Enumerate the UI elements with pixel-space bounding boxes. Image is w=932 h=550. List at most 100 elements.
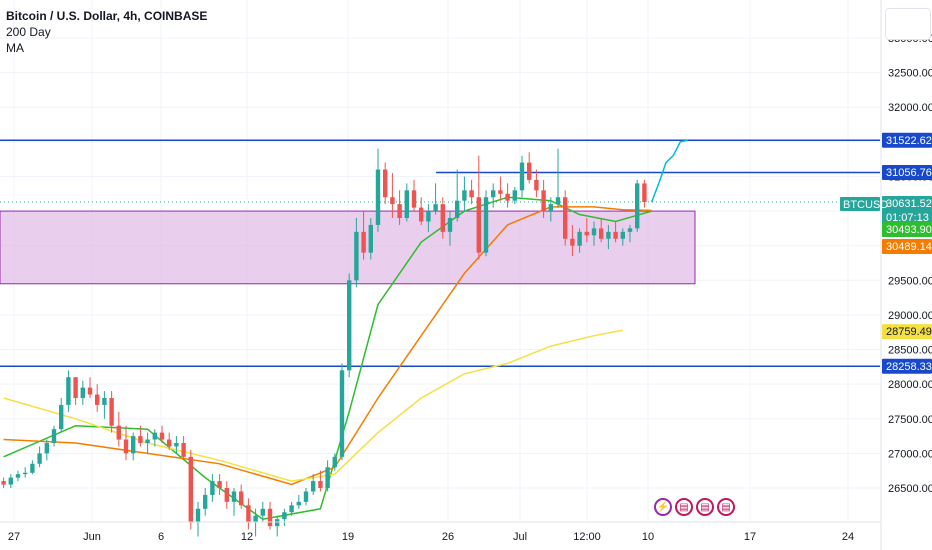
candle-body [282, 512, 287, 520]
candle-body [426, 211, 431, 222]
x-tick-label: 27 [8, 531, 20, 543]
support-zone [0, 210, 696, 285]
candle-body [8, 477, 13, 485]
price-label-tag [882, 358, 932, 374]
candle-body [311, 481, 316, 492]
price-label-text: 30631.52 [886, 198, 932, 210]
candle-body [138, 436, 143, 443]
candle-body [87, 387, 93, 395]
candle-body [563, 197, 568, 239]
x-tick-label: 12:00 [573, 531, 601, 543]
candle-body [1, 481, 6, 485]
moving-average-line [3, 206, 652, 486]
candle-body [73, 377, 78, 398]
candle-body [555, 197, 561, 205]
x-tick-label: 19 [342, 531, 354, 543]
indicator-label-line1[interactable]: 200 Day [6, 25, 51, 39]
candle-body [455, 200, 460, 218]
candle-body [498, 190, 503, 194]
candle-body [354, 231, 359, 281]
candle-body [577, 231, 582, 246]
price-scale-widget[interactable] [885, 8, 931, 40]
candle-body [397, 204, 402, 218]
candle-body [37, 453, 42, 464]
candle-body [433, 204, 438, 212]
candle-body [181, 443, 186, 457]
candle-body [440, 204, 445, 232]
candle-body [318, 481, 323, 488]
candle-body [411, 190, 417, 208]
candle-body [527, 162, 532, 180]
us-flag-icon[interactable]: ▤ [696, 498, 714, 516]
candle-body [591, 228, 597, 236]
candle-body [548, 204, 553, 212]
event-icons: ⚡ ▤ ▤ ▤ [654, 498, 735, 516]
price-label-text: 31522.62 [886, 135, 932, 147]
chart-legend: Bitcoin / U.S. Dollar, 4h, COINBASE 200 … [6, 8, 207, 56]
candle-body [145, 439, 150, 443]
price-label-tag [882, 132, 932, 148]
candle-body [203, 494, 208, 509]
candle-body [239, 491, 244, 506]
y-tick-label: 28500.00 [888, 345, 932, 357]
y-tick-label: 29500.00 [888, 275, 932, 287]
candle-body [462, 190, 467, 201]
lightning-icon[interactable]: ⚡ [654, 498, 672, 516]
symbol-tag [840, 197, 880, 211]
candle-body [512, 190, 517, 201]
moving-average-line [3, 329, 623, 482]
candle-body [404, 190, 409, 218]
candle-body [339, 370, 345, 457]
candle-body [131, 436, 136, 454]
candle-body [51, 429, 57, 443]
candle-body [59, 404, 64, 430]
candle-body [642, 183, 647, 203]
indicator-label-line2[interactable]: MA [6, 41, 24, 55]
candle-body [303, 491, 309, 502]
candle-body [541, 190, 546, 212]
candle-body [361, 231, 366, 253]
candle-body [375, 169, 381, 225]
candle-body [325, 467, 330, 488]
candle-body [606, 231, 611, 239]
y-tick-label: 27500.00 [888, 414, 932, 426]
x-tick-label: Jul [513, 531, 527, 543]
candle-body [159, 432, 165, 440]
candle-body [80, 387, 85, 398]
candle-body [188, 456, 193, 523]
price-label-tag [882, 222, 932, 237]
candle-body [332, 456, 337, 468]
candle-body [584, 231, 589, 236]
candle-body [210, 481, 215, 495]
candle-body [66, 377, 71, 405]
candle-body [347, 280, 352, 371]
candle-body [570, 238, 575, 246]
candle-body [15, 474, 21, 478]
candle-body [447, 218, 453, 232]
candle-body [116, 425, 121, 440]
x-tick-label: 17 [744, 531, 756, 543]
price-label-text: 31056.76 [886, 167, 932, 179]
candle-body [390, 197, 395, 205]
candle-body [620, 231, 625, 239]
us-flag-icon[interactable]: ▤ [675, 498, 693, 516]
y-tick-label: 28000.00 [888, 379, 932, 391]
y-tick-label: 26500.00 [888, 483, 932, 495]
candle-body [167, 439, 172, 447]
candle-body [519, 162, 525, 191]
candle-body [627, 228, 633, 232]
moving-average-line [3, 196, 652, 520]
candle-body [246, 505, 251, 523]
candle-body [483, 197, 489, 253]
price-label-text: 30489.14 [886, 241, 932, 253]
x-tick-label: 26 [442, 531, 454, 543]
us-flag-icon[interactable]: ▤ [717, 498, 735, 516]
candle-body [174, 443, 179, 447]
price-label-tag [882, 196, 932, 226]
candle-body [224, 488, 229, 502]
x-tick-label: 6 [158, 531, 164, 543]
y-tick-label: 29000.00 [888, 310, 932, 322]
projection-path [650, 139, 688, 203]
candle-body [296, 501, 301, 506]
